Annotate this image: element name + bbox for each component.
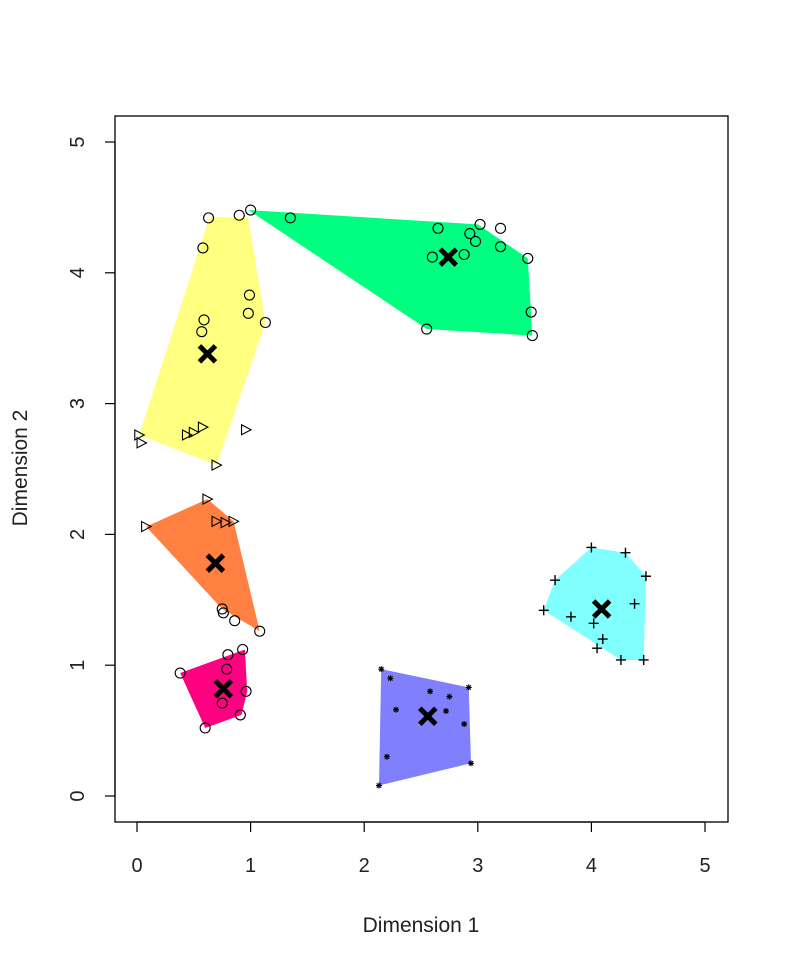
data-point bbox=[222, 649, 234, 661]
x-tick-label: 5 bbox=[699, 855, 710, 877]
data-point bbox=[141, 520, 153, 533]
y-tick-label: 4 bbox=[67, 267, 89, 278]
data-point bbox=[196, 326, 208, 338]
data-point bbox=[458, 248, 470, 261]
data-point bbox=[638, 654, 649, 665]
data-point bbox=[494, 241, 507, 253]
data-point bbox=[211, 459, 223, 471]
data-point bbox=[465, 684, 472, 691]
data-point bbox=[461, 721, 468, 728]
x-tick-label: 0 bbox=[131, 855, 142, 877]
centroid-marker bbox=[197, 344, 218, 364]
data-point bbox=[134, 429, 146, 441]
data-point bbox=[233, 209, 245, 221]
x-axis: 0 1 2 3 4 5 bbox=[131, 821, 711, 877]
y-axis: 0 1 2 3 4 5 bbox=[67, 136, 116, 802]
data-point bbox=[220, 516, 232, 529]
data-point bbox=[174, 667, 186, 679]
data-point bbox=[203, 212, 215, 224]
data-point bbox=[629, 598, 640, 609]
cluster-hulls bbox=[139, 210, 646, 786]
data-point bbox=[240, 685, 252, 697]
data-point bbox=[387, 675, 394, 682]
data-point bbox=[181, 429, 194, 441]
y-tick-label: 1 bbox=[67, 660, 89, 671]
data-point bbox=[467, 760, 474, 767]
data-point bbox=[538, 605, 549, 616]
data-point bbox=[421, 323, 433, 335]
data-point bbox=[522, 252, 534, 264]
cluster-hull-5 bbox=[379, 669, 471, 786]
data-point bbox=[474, 218, 486, 230]
data-point bbox=[221, 663, 233, 675]
data-point bbox=[393, 706, 400, 713]
data-point bbox=[525, 306, 537, 318]
y-tick-label: 3 bbox=[67, 398, 89, 409]
data-point bbox=[378, 666, 385, 673]
data-point bbox=[565, 611, 576, 622]
centroid-marker bbox=[591, 599, 612, 619]
data-point bbox=[259, 316, 271, 329]
data-point bbox=[229, 615, 241, 627]
data-point bbox=[597, 634, 608, 645]
cluster-hull-2 bbox=[248, 210, 533, 336]
y-axis-title: Dimension 2 bbox=[9, 410, 32, 527]
data-point bbox=[426, 251, 438, 263]
cluster-hull-1 bbox=[139, 216, 266, 466]
y-tick-label: 2 bbox=[67, 529, 89, 540]
data-point bbox=[211, 515, 223, 528]
data-point bbox=[241, 423, 253, 436]
cluster-hull-4 bbox=[180, 649, 248, 728]
data-point bbox=[464, 228, 476, 240]
data-points bbox=[134, 204, 651, 789]
data-point bbox=[592, 643, 603, 654]
data-point bbox=[237, 643, 249, 656]
data-point bbox=[375, 782, 382, 789]
x-tick-label: 1 bbox=[245, 855, 256, 877]
data-point bbox=[243, 289, 256, 301]
data-point bbox=[442, 707, 449, 714]
cluster-centroids bbox=[197, 247, 612, 726]
data-point bbox=[640, 571, 651, 582]
data-point bbox=[586, 542, 597, 553]
data-point bbox=[234, 709, 246, 721]
data-point bbox=[136, 436, 148, 449]
data-point bbox=[245, 204, 257, 216]
x-tick-label: 3 bbox=[472, 855, 483, 877]
centroid-marker bbox=[205, 553, 226, 573]
data-point bbox=[427, 688, 434, 695]
data-point bbox=[446, 693, 453, 700]
data-point bbox=[494, 222, 507, 234]
data-point bbox=[197, 421, 210, 434]
data-point bbox=[550, 575, 561, 586]
data-point bbox=[469, 235, 482, 247]
data-point bbox=[188, 426, 200, 439]
data-point bbox=[199, 722, 211, 734]
data-point bbox=[198, 314, 210, 326]
data-point bbox=[620, 547, 631, 558]
centroid-marker bbox=[418, 706, 438, 726]
data-point bbox=[526, 330, 538, 342]
data-point bbox=[228, 515, 240, 528]
y-tick-label: 0 bbox=[67, 790, 89, 801]
data-point bbox=[383, 753, 390, 760]
data-point bbox=[197, 242, 209, 254]
x-tick-label: 4 bbox=[586, 855, 597, 877]
cluster-hull-3 bbox=[146, 499, 260, 632]
x-tick-label: 2 bbox=[359, 855, 370, 877]
centroid-marker bbox=[213, 678, 234, 699]
data-point bbox=[254, 625, 266, 637]
data-point bbox=[242, 307, 254, 319]
data-point bbox=[588, 618, 599, 629]
data-point bbox=[432, 222, 444, 234]
data-point bbox=[217, 607, 229, 619]
data-point bbox=[284, 212, 296, 224]
data-point bbox=[202, 493, 214, 505]
data-point bbox=[615, 654, 626, 665]
centroid-marker bbox=[438, 247, 459, 267]
data-point bbox=[216, 697, 228, 709]
y-tick-label: 5 bbox=[67, 136, 89, 147]
x-axis-title: Dimension 1 bbox=[363, 914, 480, 937]
